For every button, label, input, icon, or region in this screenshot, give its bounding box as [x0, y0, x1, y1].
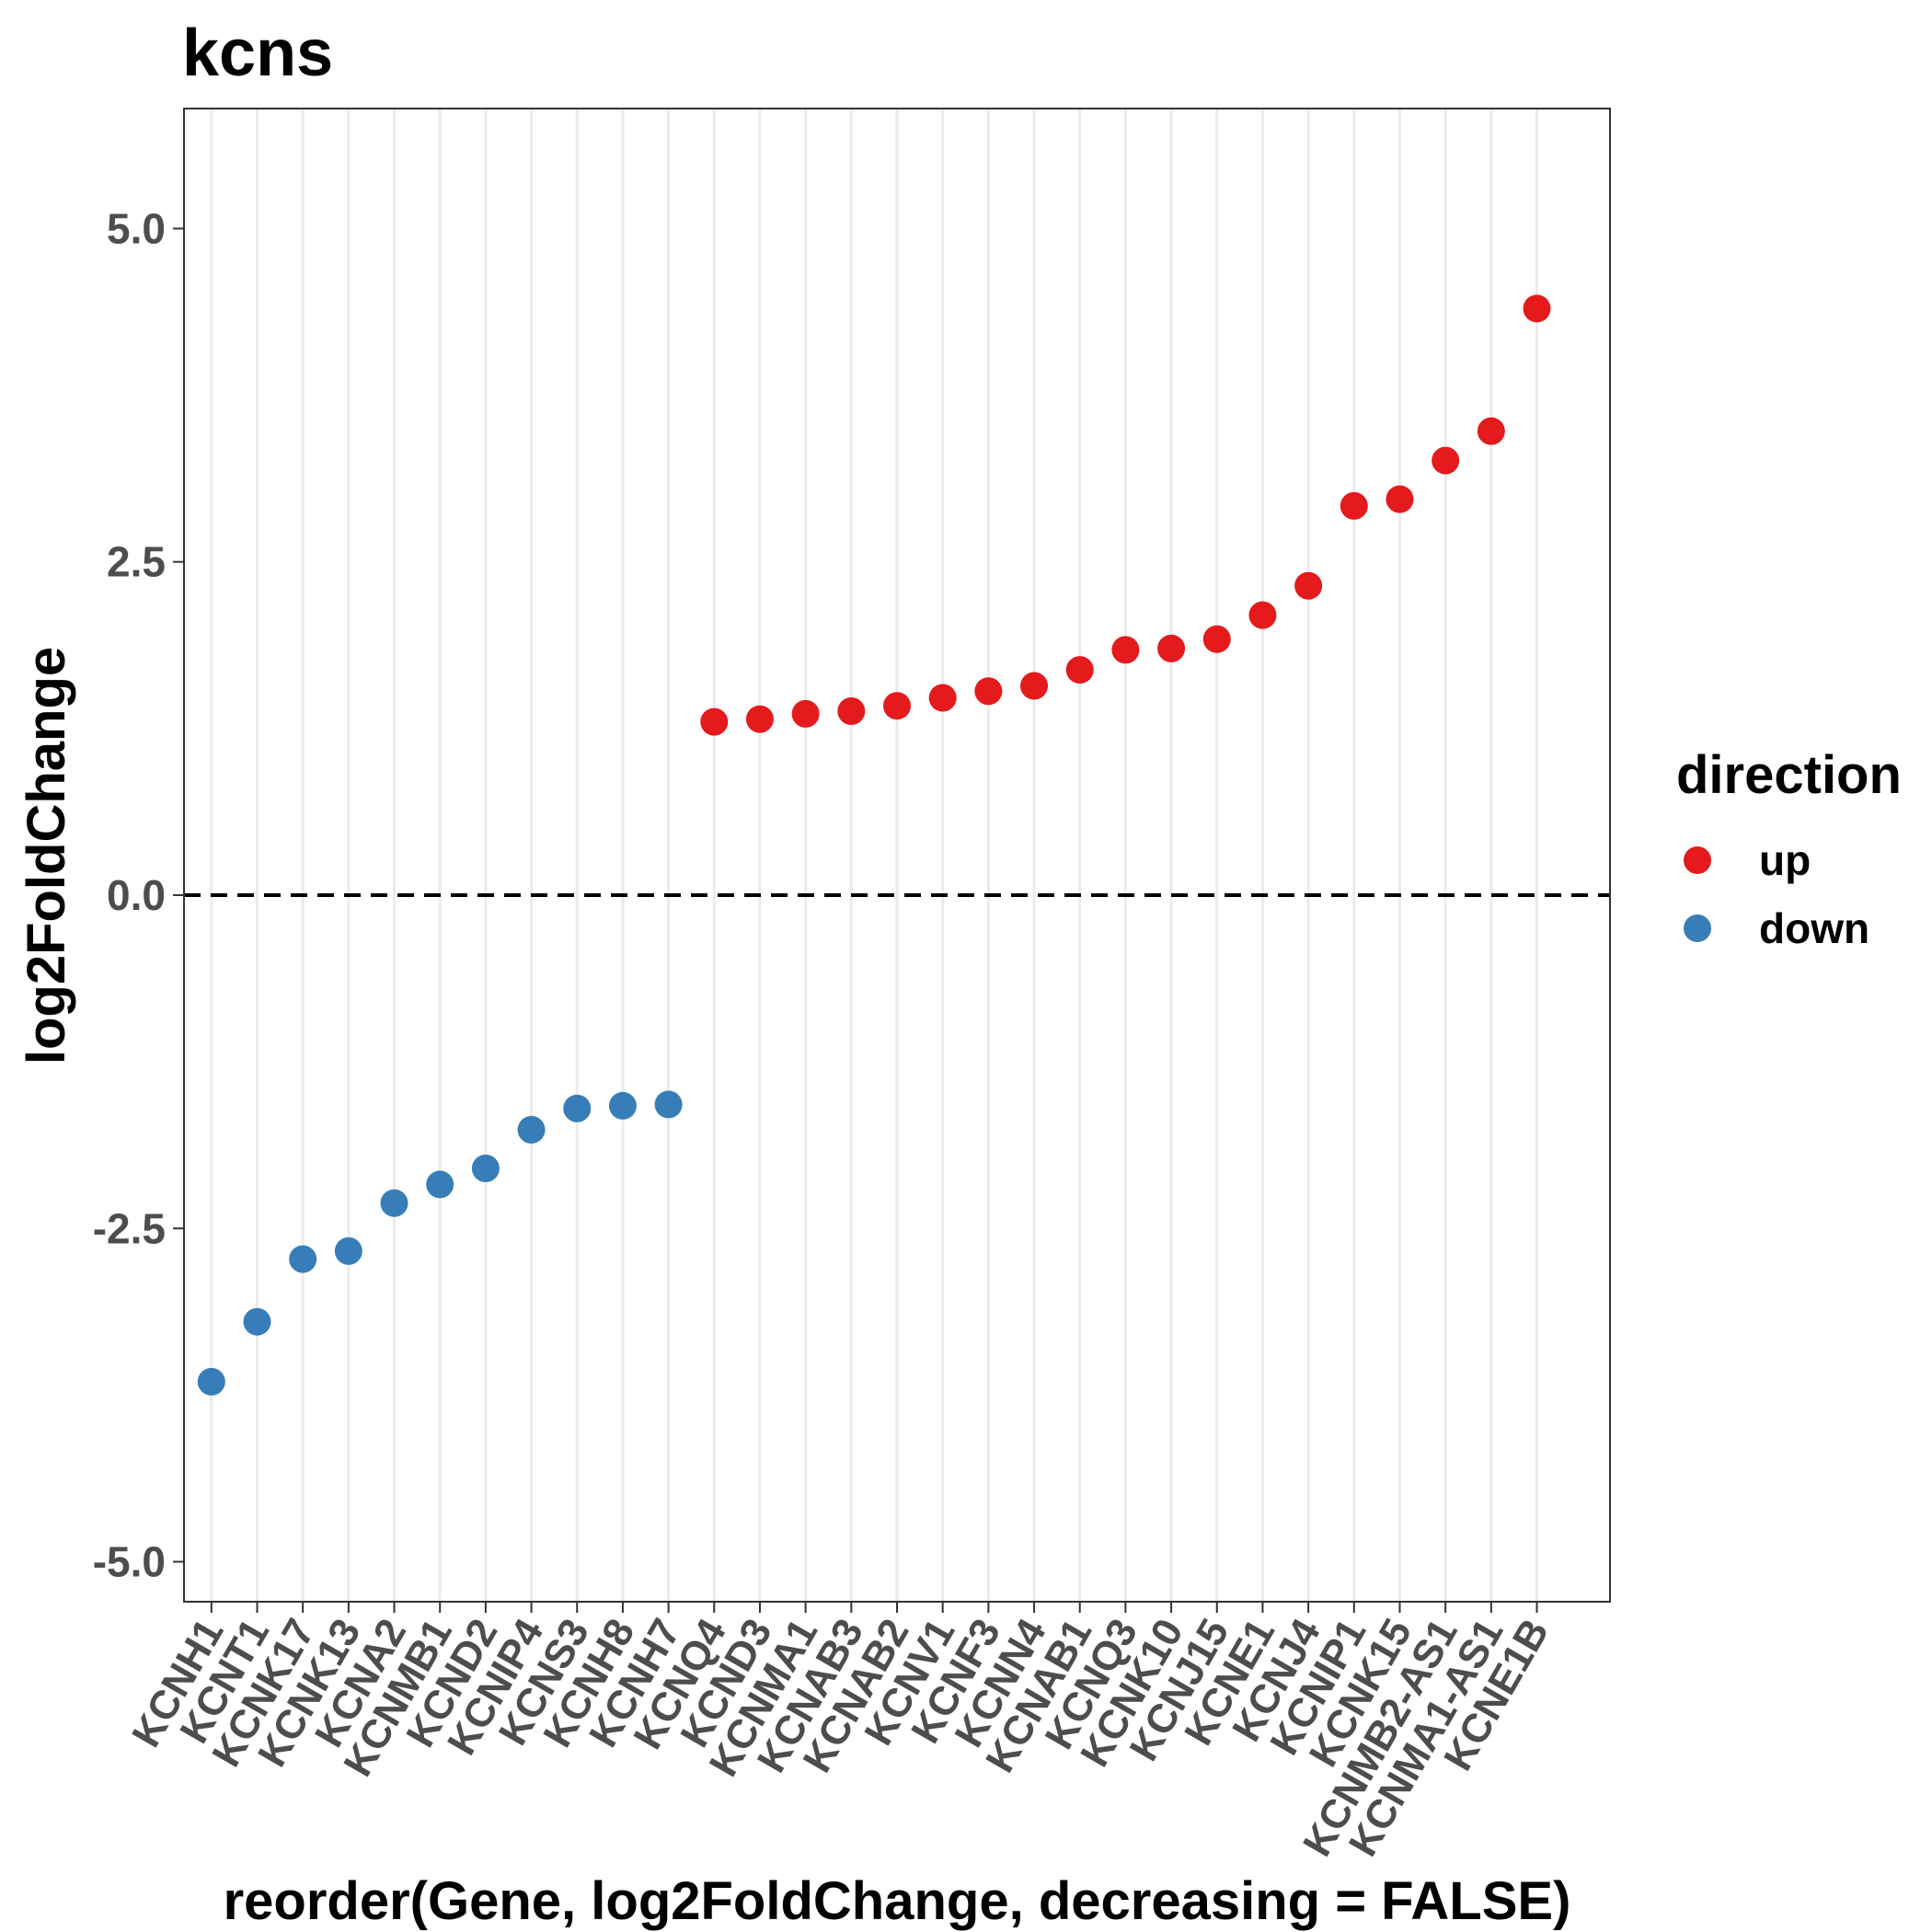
gridlines: [210, 109, 1539, 1602]
y-tick-label: 5.0: [107, 204, 166, 252]
y-tick-label: 2.5: [107, 538, 166, 586]
data-point: [883, 692, 911, 720]
data-point: [928, 684, 957, 712]
legend: direction up down: [1676, 745, 1902, 952]
data-point: [791, 699, 820, 728]
data-point: [289, 1245, 317, 1273]
data-point: [1248, 601, 1277, 629]
y-axis: -5.0 -2.5 0.0 2.5 5.0: [93, 204, 184, 1586]
data-point: [243, 1307, 271, 1336]
legend-key: [1684, 846, 1711, 874]
legend-key: [1684, 914, 1711, 942]
data-point: [563, 1094, 592, 1122]
x-axis: KCNH1KCNT1KCNK17KCNK13KCNA2KCNMB1KCND2KC…: [123, 1602, 1558, 1864]
data-point: [1477, 417, 1505, 445]
data-point: [1386, 485, 1414, 513]
data-point: [517, 1116, 546, 1144]
chart-title: kcns: [182, 17, 333, 90]
data-point: [700, 707, 729, 736]
data-point: [471, 1155, 500, 1183]
data-point: [1157, 634, 1186, 662]
y-axis-title: log2FoldChange: [17, 647, 76, 1064]
data-point: [1432, 446, 1460, 475]
data-point: [1202, 625, 1231, 653]
y-tick-label: 0.0: [107, 871, 166, 919]
data-point: [1020, 672, 1049, 700]
data-point: [745, 705, 774, 733]
legend-label: up: [1759, 836, 1811, 884]
x-axis-title: reorder(Gene, log2FoldChange, decreasing…: [224, 1871, 1571, 1931]
y-tick-label: -5.0: [93, 1538, 166, 1586]
legend-entries: up down: [1684, 836, 1869, 952]
data-point: [608, 1091, 637, 1120]
y-tick-label: -2.5: [93, 1204, 166, 1252]
data-point: [380, 1189, 408, 1217]
data-point: [654, 1090, 683, 1119]
data-point: [1340, 491, 1368, 520]
legend-title: direction: [1676, 745, 1902, 805]
data-point: [334, 1236, 362, 1265]
data-point: [426, 1170, 454, 1199]
data-point: [1111, 636, 1140, 664]
data-point: [197, 1367, 225, 1396]
data-point: [1523, 294, 1551, 323]
data-point: [837, 696, 866, 725]
data-point: [974, 677, 1003, 706]
data-points: [197, 294, 1551, 1396]
legend-label: down: [1759, 904, 1869, 952]
data-point: [1065, 656, 1094, 684]
data-point: [1294, 571, 1323, 600]
